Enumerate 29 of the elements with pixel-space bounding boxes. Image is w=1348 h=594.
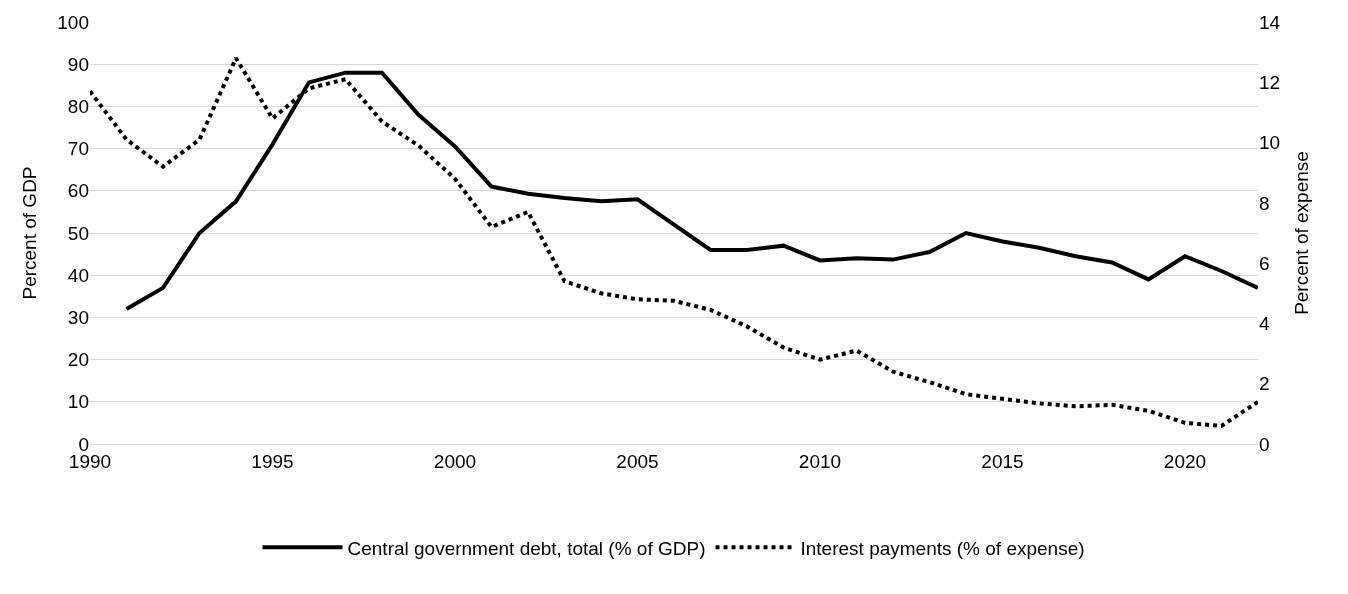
x-tick-label: 2005: [616, 450, 659, 472]
y-tick-label: 10: [67, 391, 89, 413]
line-series: [90, 56, 1258, 428]
y-tick-label: 40: [67, 264, 89, 286]
x-tick-label: 2000: [433, 450, 477, 472]
x-tick-label: 1995: [251, 450, 294, 472]
x-tick-label: 2020: [1163, 450, 1207, 472]
y-tick-label: 100: [57, 11, 89, 33]
y-tick-label: 60: [67, 180, 89, 202]
y-tick-label: 90: [67, 53, 89, 75]
legend-label: Central government debt, total (% of GDP): [347, 537, 706, 559]
y-tick-label: 30: [67, 307, 89, 329]
y2-tick-label: 6: [1259, 252, 1270, 274]
y2-tick-label: 12: [1259, 71, 1281, 93]
x-tick-label: 2015: [981, 450, 1024, 472]
x-tick-label: 2010: [798, 450, 842, 472]
legend-label: Interest payments (% of expense): [800, 537, 1085, 559]
y2-tick-label: 8: [1259, 192, 1270, 214]
y2-tick-label: 10: [1259, 132, 1281, 154]
y2-tick-label: 4: [1259, 313, 1270, 335]
y-tick-label: 20: [67, 349, 89, 371]
y-tick-label: 80: [67, 96, 89, 118]
y-axis-title: Percent of GDP: [19, 166, 41, 300]
y2-tick-label: 14: [1259, 11, 1281, 33]
y2-axis-title: Percent of expense: [1291, 151, 1313, 315]
y2-tick-label: 2: [1259, 373, 1270, 395]
y-tick-label: 50: [67, 222, 89, 244]
y2-tick-label: 0: [1259, 433, 1270, 455]
y-tick-label: 70: [67, 138, 89, 160]
